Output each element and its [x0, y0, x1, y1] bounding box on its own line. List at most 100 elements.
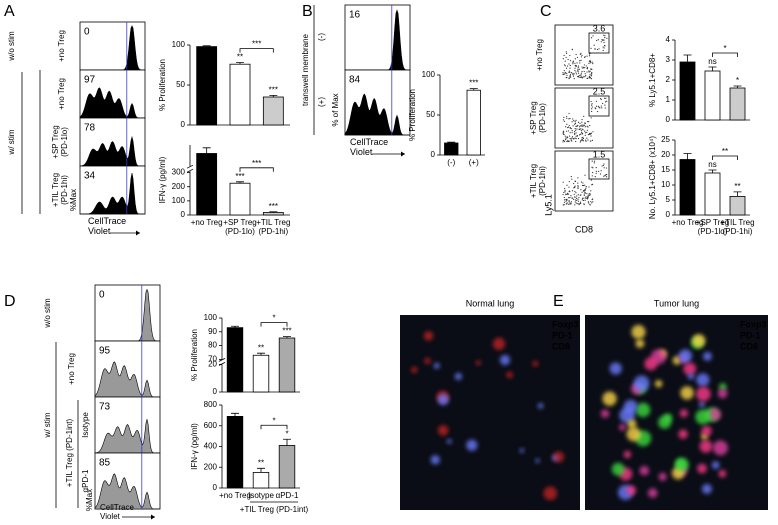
flow-dot [579, 125, 581, 127]
axis-break [186, 168, 194, 173]
flow-dot [572, 74, 574, 76]
flow-dot [575, 53, 577, 56]
flow-dot [598, 170, 600, 172]
cell [635, 402, 651, 418]
histogram-curve [79, 87, 145, 119]
cell [631, 324, 646, 340]
flow-dot [588, 193, 590, 195]
flow-dot [564, 188, 566, 190]
flow-dot [562, 72, 564, 74]
y-tick-label: 300 [172, 168, 186, 177]
bracket [260, 322, 288, 327]
flow-dot [598, 48, 600, 50]
cell [698, 401, 706, 408]
bracket-label: * [272, 416, 275, 425]
flow-dot [588, 70, 590, 72]
flow-dot [562, 119, 565, 121]
flow-dot [604, 107, 606, 109]
x-tick-label: (+) [469, 158, 479, 167]
flow-dot [605, 167, 608, 169]
y-tick-label: 0 [213, 483, 218, 492]
flow-dot [581, 124, 583, 126]
cell [712, 440, 728, 456]
flow-dot [566, 192, 569, 194]
flow-dot [597, 105, 600, 108]
flow-dot [581, 125, 583, 128]
flow-dot [590, 135, 592, 137]
flow-dot [581, 137, 583, 139]
flow-dot [574, 137, 576, 139]
flow-dot [584, 174, 586, 176]
flow-dot [575, 119, 577, 121]
flow-dot [601, 107, 603, 109]
flow-dot [591, 202, 593, 204]
arrow-head [401, 151, 405, 157]
flow-dot [582, 137, 585, 140]
flow-dot [575, 125, 577, 127]
flow-dot [571, 137, 573, 139]
cell [658, 472, 667, 481]
image-title: Normal lung [466, 298, 515, 308]
flow-dot [569, 74, 571, 77]
flow-dot [588, 121, 590, 123]
panel-label: A [4, 3, 15, 20]
cell [718, 469, 727, 478]
bar [262, 212, 284, 216]
error-bar [683, 153, 692, 160]
flow-dot [591, 74, 593, 76]
flow-dot [590, 62, 592, 64]
flow-dot [586, 125, 588, 127]
flow-dot [580, 181, 583, 183]
panel-label: B [302, 3, 313, 20]
bracket [712, 52, 738, 57]
flow-dot [571, 129, 573, 132]
flow-dot [572, 75, 575, 77]
significance: ns [708, 160, 716, 169]
axis-label: CellTrace Violet [350, 137, 388, 157]
flow-dot [586, 68, 588, 70]
flow-dot [571, 136, 574, 138]
flow-dot [591, 139, 594, 142]
flow-dot [563, 54, 565, 57]
histogram-value: 95 [99, 346, 111, 357]
significance: * [285, 429, 288, 438]
flow-dot [569, 64, 571, 67]
bar [278, 337, 296, 393]
flow-dot [582, 125, 584, 127]
cell [430, 455, 440, 465]
flow-dot [580, 72, 582, 74]
x-tick-label: +TIL Treg (PD-1hi) [720, 218, 754, 236]
row-label: +no Treg [57, 30, 66, 62]
flow-dot [586, 71, 588, 73]
error-bar [236, 181, 244, 184]
bar [196, 46, 218, 126]
cell [675, 457, 689, 472]
gate-value: 3.6 [593, 23, 606, 33]
flow-dot [574, 201, 576, 203]
flow-dot [563, 191, 565, 194]
flow-dot [582, 129, 584, 131]
bar [229, 63, 251, 126]
flow-dot [579, 133, 582, 135]
cell [437, 394, 449, 406]
flow-dot [574, 123, 576, 125]
flow-dot [575, 197, 578, 199]
flow-dot [564, 191, 566, 193]
bar [278, 445, 296, 489]
y-tick-label: 0 [181, 120, 186, 129]
row-label: (+) [317, 97, 326, 107]
gate-value: 2.5 [593, 86, 606, 96]
flow-dot [580, 59, 582, 61]
flow-plot-frame [554, 150, 614, 212]
group-label: transwell membrane [301, 33, 310, 106]
flow-dot [589, 73, 591, 75]
flow-dot [563, 73, 565, 75]
flow-dot [568, 200, 570, 202]
flow-dot [568, 77, 570, 79]
flow-dot [563, 64, 566, 66]
flow-dot [591, 106, 593, 108]
legend-label: CD8 [740, 341, 758, 351]
flow-dot [574, 185, 576, 187]
cell [627, 419, 637, 429]
